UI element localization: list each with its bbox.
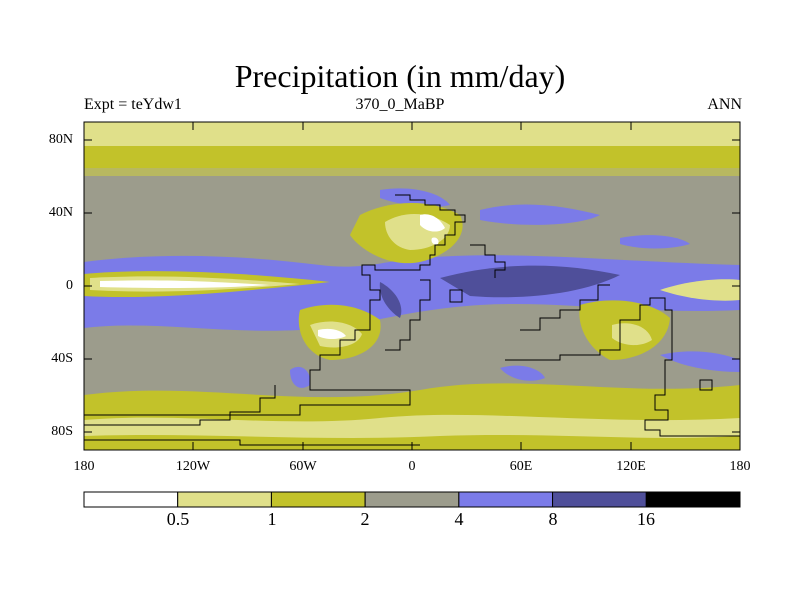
map-field [84,122,740,450]
lat-tick-80s: 80S [51,424,73,439]
colorbar-swatch-2 [270,491,366,508]
lon-tick-120e: 120E [616,459,646,474]
coastline-east-mid [520,284,610,331]
colorbar-label-5: 16 [637,509,655,529]
south-blue-patch [290,366,311,388]
coastline-west [84,194,466,416]
wet-core-dark [440,265,620,298]
south-dry-white [318,328,346,339]
colorbar-label-0: 0.5 [166,509,190,529]
north-dry-white [420,214,445,232]
lon-tick-180w: 180 [73,459,95,474]
colorbar-swatch-5 [552,491,647,508]
north-band-transition [84,168,740,176]
colorbar-label-3: 4 [454,509,464,529]
colorbar-swatch-1 [177,491,272,508]
colorbar [83,491,741,508]
lon-tick-120w: 120W [175,459,211,474]
coastlines [84,194,740,446]
north-blue-patch [480,204,600,225]
coastline-east-north [470,244,506,278]
time-label: 370_0_MaBP [355,96,445,113]
equatorial-dry-white [100,280,270,289]
wet-core-dark-2 [379,282,402,318]
colorbar-label-2: 2 [360,509,370,529]
south-blue-patch-3 [660,351,740,372]
north-blue-patch-2 [620,235,690,249]
axis-ticks [84,122,740,450]
lat-tick-40s: 40S [51,351,73,366]
lon-tick-60e: 60E [509,459,533,474]
south-east-dry-light [612,323,652,346]
lon-tick-60w: 60W [289,459,317,474]
colorbar-swatch-3 [364,491,460,508]
north-band-olive [84,146,740,170]
coastline-central [385,279,431,351]
colorbar-label-1: 1 [267,509,277,529]
south-blue-patch-2 [500,365,545,381]
colorbar-swatch-6 [645,491,741,508]
coastline-island [449,289,463,303]
lat-tick-0: 0 [66,278,73,293]
lat-tick-80n: 80N [48,132,73,147]
colorbar-swatch-4 [458,491,554,508]
colorbar-label-4: 8 [548,509,558,529]
coastline-island-2 [699,379,713,391]
plot-title: Precipitation (in mm/day) [234,58,566,94]
season-label: ANN [707,96,742,113]
coastline-east [505,297,740,437]
experiment-label: Expt = teYdw1 [84,96,182,113]
east-dry-tongue [660,279,740,301]
lat-tick-40n: 40N [48,205,73,220]
lon-tick-0: 0 [408,459,416,474]
coastline-southwest [84,385,276,426]
north-dry-white-2 [431,237,439,245]
coastline-antarctic [84,439,420,446]
lon-tick-180e: 180 [729,459,751,474]
north-blue-patch-3 [380,188,450,208]
colorbar-swatch-0 [83,491,179,508]
